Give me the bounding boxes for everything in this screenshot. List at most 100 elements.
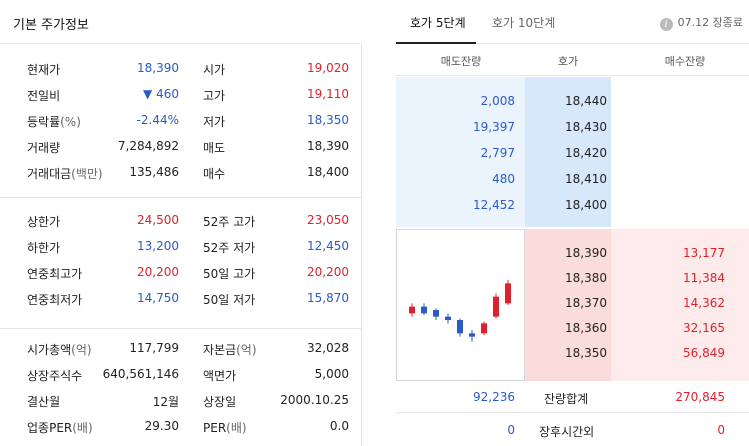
ask-qty: 2,797 bbox=[480, 146, 515, 160]
info-value: 29.30 bbox=[144, 419, 179, 433]
ask-price: 18,420 bbox=[565, 146, 607, 160]
market-status-text: 07.12 장종료 bbox=[677, 16, 743, 29]
info-value: 15,870 bbox=[307, 291, 349, 305]
info-icon[interactable]: i bbox=[659, 18, 673, 31]
candle-body bbox=[493, 296, 499, 317]
bid-price-area bbox=[525, 229, 611, 381]
bid-qty: 13,177 bbox=[683, 246, 725, 260]
company-info-section: 시가총액(억) 117,799 자본금(억) 32,028 상장주식수 640,561,1… bbox=[0, 328, 361, 446]
ask-price: 18,410 bbox=[565, 172, 607, 186]
info-label: 고가 bbox=[203, 89, 226, 103]
info-value: 18,390 bbox=[137, 61, 179, 75]
info-value: 32,028 bbox=[307, 341, 349, 355]
info-value: -2.44% bbox=[136, 113, 179, 127]
bid-row[interactable]: 18,380 11,384 bbox=[396, 266, 749, 292]
info-label: 시가 bbox=[203, 63, 226, 77]
info-label: 액면가 bbox=[203, 369, 237, 383]
mini-candle-svg bbox=[409, 280, 511, 342]
total-remaining-row: 92,236 잔량합계 270,845 bbox=[396, 381, 749, 413]
info-value: 20,200 bbox=[307, 265, 349, 279]
bid-price: 18,360 bbox=[565, 321, 607, 335]
ask-row[interactable]: 19,397 18,430 bbox=[396, 115, 749, 141]
info-label: 자본금(억) bbox=[203, 343, 257, 357]
ask-row[interactable]: 2,008 18,440 bbox=[396, 89, 749, 115]
tab-10-levels[interactable]: 호가 10단계 bbox=[492, 16, 556, 30]
info-value: 5,000 bbox=[314, 367, 349, 381]
candle-body bbox=[457, 320, 463, 334]
ask-qty: 480 bbox=[492, 172, 515, 186]
info-label: 결산월 bbox=[27, 395, 61, 409]
candle-body bbox=[505, 283, 511, 304]
ask-price: 18,400 bbox=[565, 198, 607, 212]
total-label: 잔량합계 bbox=[544, 392, 589, 406]
info-value: 117,799 bbox=[129, 341, 179, 355]
info-value: 640,561,146 bbox=[102, 367, 179, 381]
bid-row[interactable]: 18,370 14,362 bbox=[396, 291, 749, 317]
info-value: 2000.10.25 bbox=[280, 393, 349, 407]
total-ask-qty: 92,236 bbox=[473, 390, 515, 404]
info-value: 12,450 bbox=[307, 239, 349, 253]
info-row: 현재가 18,390 시가 19,020 bbox=[0, 56, 361, 82]
candle-body bbox=[445, 316, 451, 320]
info-value: 12월 bbox=[152, 395, 179, 409]
info-label: 50일 저가 bbox=[203, 293, 256, 307]
after-bid-qty: 0 bbox=[717, 423, 725, 437]
bid-row[interactable]: 18,360 32,165 bbox=[396, 316, 749, 342]
bid-qty: 11,384 bbox=[683, 271, 725, 285]
active-tab-indicator bbox=[396, 42, 476, 44]
info-label: 저가 bbox=[203, 115, 226, 129]
bid-row[interactable]: 18,350 56,849 bbox=[396, 341, 749, 367]
info-label: 거래량 bbox=[27, 141, 61, 155]
info-row: 연중최저가 14,750 50일 저가 15,870 bbox=[0, 286, 361, 312]
column-divider bbox=[361, 44, 362, 446]
bid-price: 18,370 bbox=[565, 296, 607, 310]
info-row: 결산월 12월 상장일 2000.10.25 bbox=[0, 388, 361, 414]
info-label: 상장주식수 bbox=[27, 369, 83, 383]
info-label: 현재가 bbox=[27, 63, 61, 77]
bid-qty: 32,165 bbox=[683, 321, 725, 335]
info-label: 50일 고가 bbox=[203, 267, 256, 281]
ask-row[interactable]: 2,797 18,420 bbox=[396, 141, 749, 167]
ask-row[interactable]: 480 18,410 bbox=[396, 167, 749, 193]
after-ask-qty: 0 bbox=[507, 423, 515, 437]
info-row: 거래대금(백만) 135,486 매수 18,400 bbox=[0, 160, 361, 186]
info-label: 매수 bbox=[203, 167, 226, 181]
info-row: 업종PER(배) 29.30 PER(배) 0.0 bbox=[0, 414, 361, 440]
info-label: 하한가 bbox=[27, 241, 61, 255]
bid-area bbox=[611, 229, 749, 381]
orderbook-tabs: 호가 5단계 호가 10단계 i 07.12 장종료 bbox=[396, 0, 749, 44]
ask-area bbox=[396, 77, 525, 227]
info-label: 업종PER(배) bbox=[27, 421, 93, 435]
market-status: i 07.12 장종료 bbox=[659, 14, 743, 31]
ask-row[interactable]: 12,452 18,400 bbox=[396, 193, 749, 219]
info-value: 18,350 bbox=[307, 113, 349, 127]
ask-qty: 19,397 bbox=[473, 120, 515, 134]
info-row: 하한가 13,200 52주 저가 12,450 bbox=[0, 234, 361, 260]
info-value: 7,284,892 bbox=[117, 139, 179, 153]
total-bid-qty: 270,845 bbox=[675, 390, 725, 404]
panel-title: 기본 주가정보 bbox=[13, 18, 89, 33]
info-value: 0.0 bbox=[329, 419, 349, 433]
header-bid-qty: 매수잔량 bbox=[664, 55, 706, 68]
info-label: 등락률(%) bbox=[27, 115, 81, 129]
info-label: 매도 bbox=[203, 141, 226, 155]
info-value: 18,400 bbox=[307, 165, 349, 179]
after-label: 장후시간외 bbox=[539, 425, 595, 439]
bid-qty: 14,362 bbox=[683, 296, 725, 310]
bid-qty: 56,849 bbox=[683, 346, 725, 360]
info-value: 14,750 bbox=[137, 291, 179, 305]
ask-qty: 2,008 bbox=[480, 94, 515, 108]
ask-price-area bbox=[525, 77, 611, 227]
info-value: 20,200 bbox=[137, 265, 179, 279]
info-label: 전일비 bbox=[27, 89, 61, 103]
candle-body bbox=[433, 310, 439, 317]
tab-5-levels[interactable]: 호가 5단계 bbox=[410, 16, 466, 30]
info-row: 시가총액(억) 117,799 자본금(억) 32,028 bbox=[0, 336, 361, 362]
bid-price: 18,380 bbox=[565, 271, 607, 285]
price-limit-section: 상한가 24,500 52주 고가 23,050 하한가 13,200 52주 저가 12,4… bbox=[0, 197, 361, 328]
info-value: 19,110 bbox=[307, 87, 349, 101]
header-ask-qty: 매도잔량 bbox=[440, 55, 482, 68]
candle-body bbox=[421, 306, 427, 314]
ask-price: 18,430 bbox=[565, 120, 607, 134]
bid-row[interactable]: 18,390 13,177 bbox=[396, 241, 749, 267]
